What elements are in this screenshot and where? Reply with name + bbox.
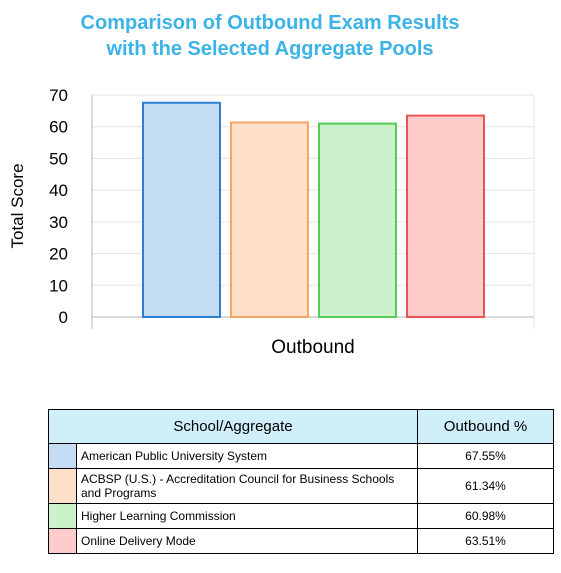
outbound-pct: 63.51% [417, 528, 554, 554]
y-tick-label: 50 [49, 149, 68, 168]
bar [142, 101, 221, 318]
x-axis-label: Outbound [271, 337, 354, 358]
bar [406, 114, 485, 319]
bar-chart: 0 10 20 30 40 50 60 70 Outbound Total Score [8, 86, 535, 358]
legend-table-header: School/Aggregate Outbound % [48, 409, 554, 444]
y-tick-label: 60 [49, 118, 68, 137]
legend-swatch [48, 503, 77, 529]
y-tick-label: 20 [49, 245, 68, 264]
y-tick-label: 30 [49, 213, 68, 232]
y-axis-label: Total Score [8, 163, 27, 248]
outbound-pct: 67.55% [417, 443, 554, 469]
school-name: ACBSP (U.S.) - Accreditation Council for… [76, 468, 418, 504]
school-name: Online Delivery Mode [76, 528, 418, 554]
bar [230, 121, 309, 319]
legend-swatch [48, 468, 77, 504]
legend-swatch [48, 443, 77, 469]
table-row: American Public University System 67.55% [48, 443, 554, 469]
y-tick-label: 40 [49, 181, 68, 200]
chart-title-line-1: Comparison of Outbound Exam Results [80, 12, 460, 34]
chart-title-line-2: with the Selected Aggregate Pools [106, 38, 434, 60]
school-name: American Public University System [76, 443, 418, 469]
outbound-pct: 61.34% [417, 468, 554, 504]
bar [318, 122, 397, 318]
school-aggregate-header: School/Aggregate [48, 409, 418, 444]
school-name: Higher Learning Commission [76, 503, 418, 529]
y-tick-label: 10 [49, 276, 68, 295]
legend-swatch [48, 528, 77, 554]
y-tick-label: 70 [49, 86, 68, 105]
table-row: ACBSP (U.S.) - Accreditation Council for… [48, 468, 554, 504]
y-tick-label: 0 [59, 308, 68, 327]
legend-table: School/Aggregate Outbound % American Pub… [48, 409, 554, 554]
outbound-pct: 60.98% [417, 503, 554, 529]
table-row: Higher Learning Commission 60.98% [48, 503, 554, 529]
outbound-pct-header: Outbound % [417, 409, 554, 444]
table-row: Online Delivery Mode 63.51% [48, 528, 554, 554]
chart-title: Comparison of Outbound Exam Results with… [0, 10, 540, 62]
